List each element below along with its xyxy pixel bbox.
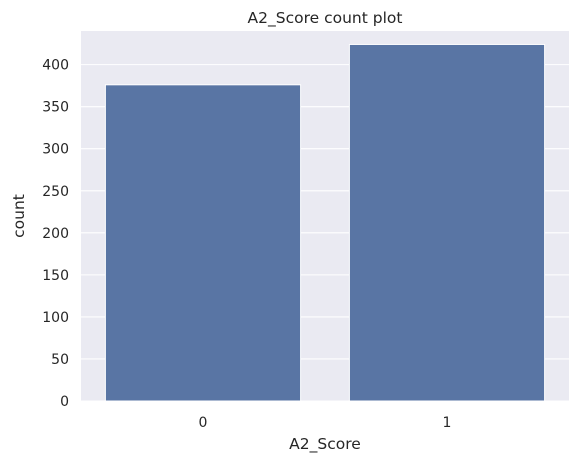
y-tick-label: 300 (42, 142, 69, 158)
x-tick-label: 1 (443, 415, 452, 431)
x-axis-label: A2_Score (289, 435, 361, 454)
chart-title: A2_Score count plot (248, 9, 403, 28)
y-tick-label: 100 (42, 310, 69, 326)
y-tick-label: 150 (42, 268, 69, 284)
y-tick-labels: 0 50 100 150 200 250 300 350 400 (42, 58, 69, 410)
y-tick-label: 200 (42, 226, 69, 242)
bars (104, 43, 546, 402)
y-tick-label: 400 (42, 58, 69, 74)
y-tick-label: 0 (60, 394, 69, 410)
y-tick-label: 250 (42, 184, 69, 200)
bar-1 (348, 43, 546, 402)
x-tick-label: 0 (199, 415, 208, 431)
y-tick-label: 50 (51, 352, 69, 368)
y-tick-label: 350 (42, 100, 69, 116)
y-axis-label: count (10, 194, 28, 238)
bar-0 (104, 84, 302, 402)
